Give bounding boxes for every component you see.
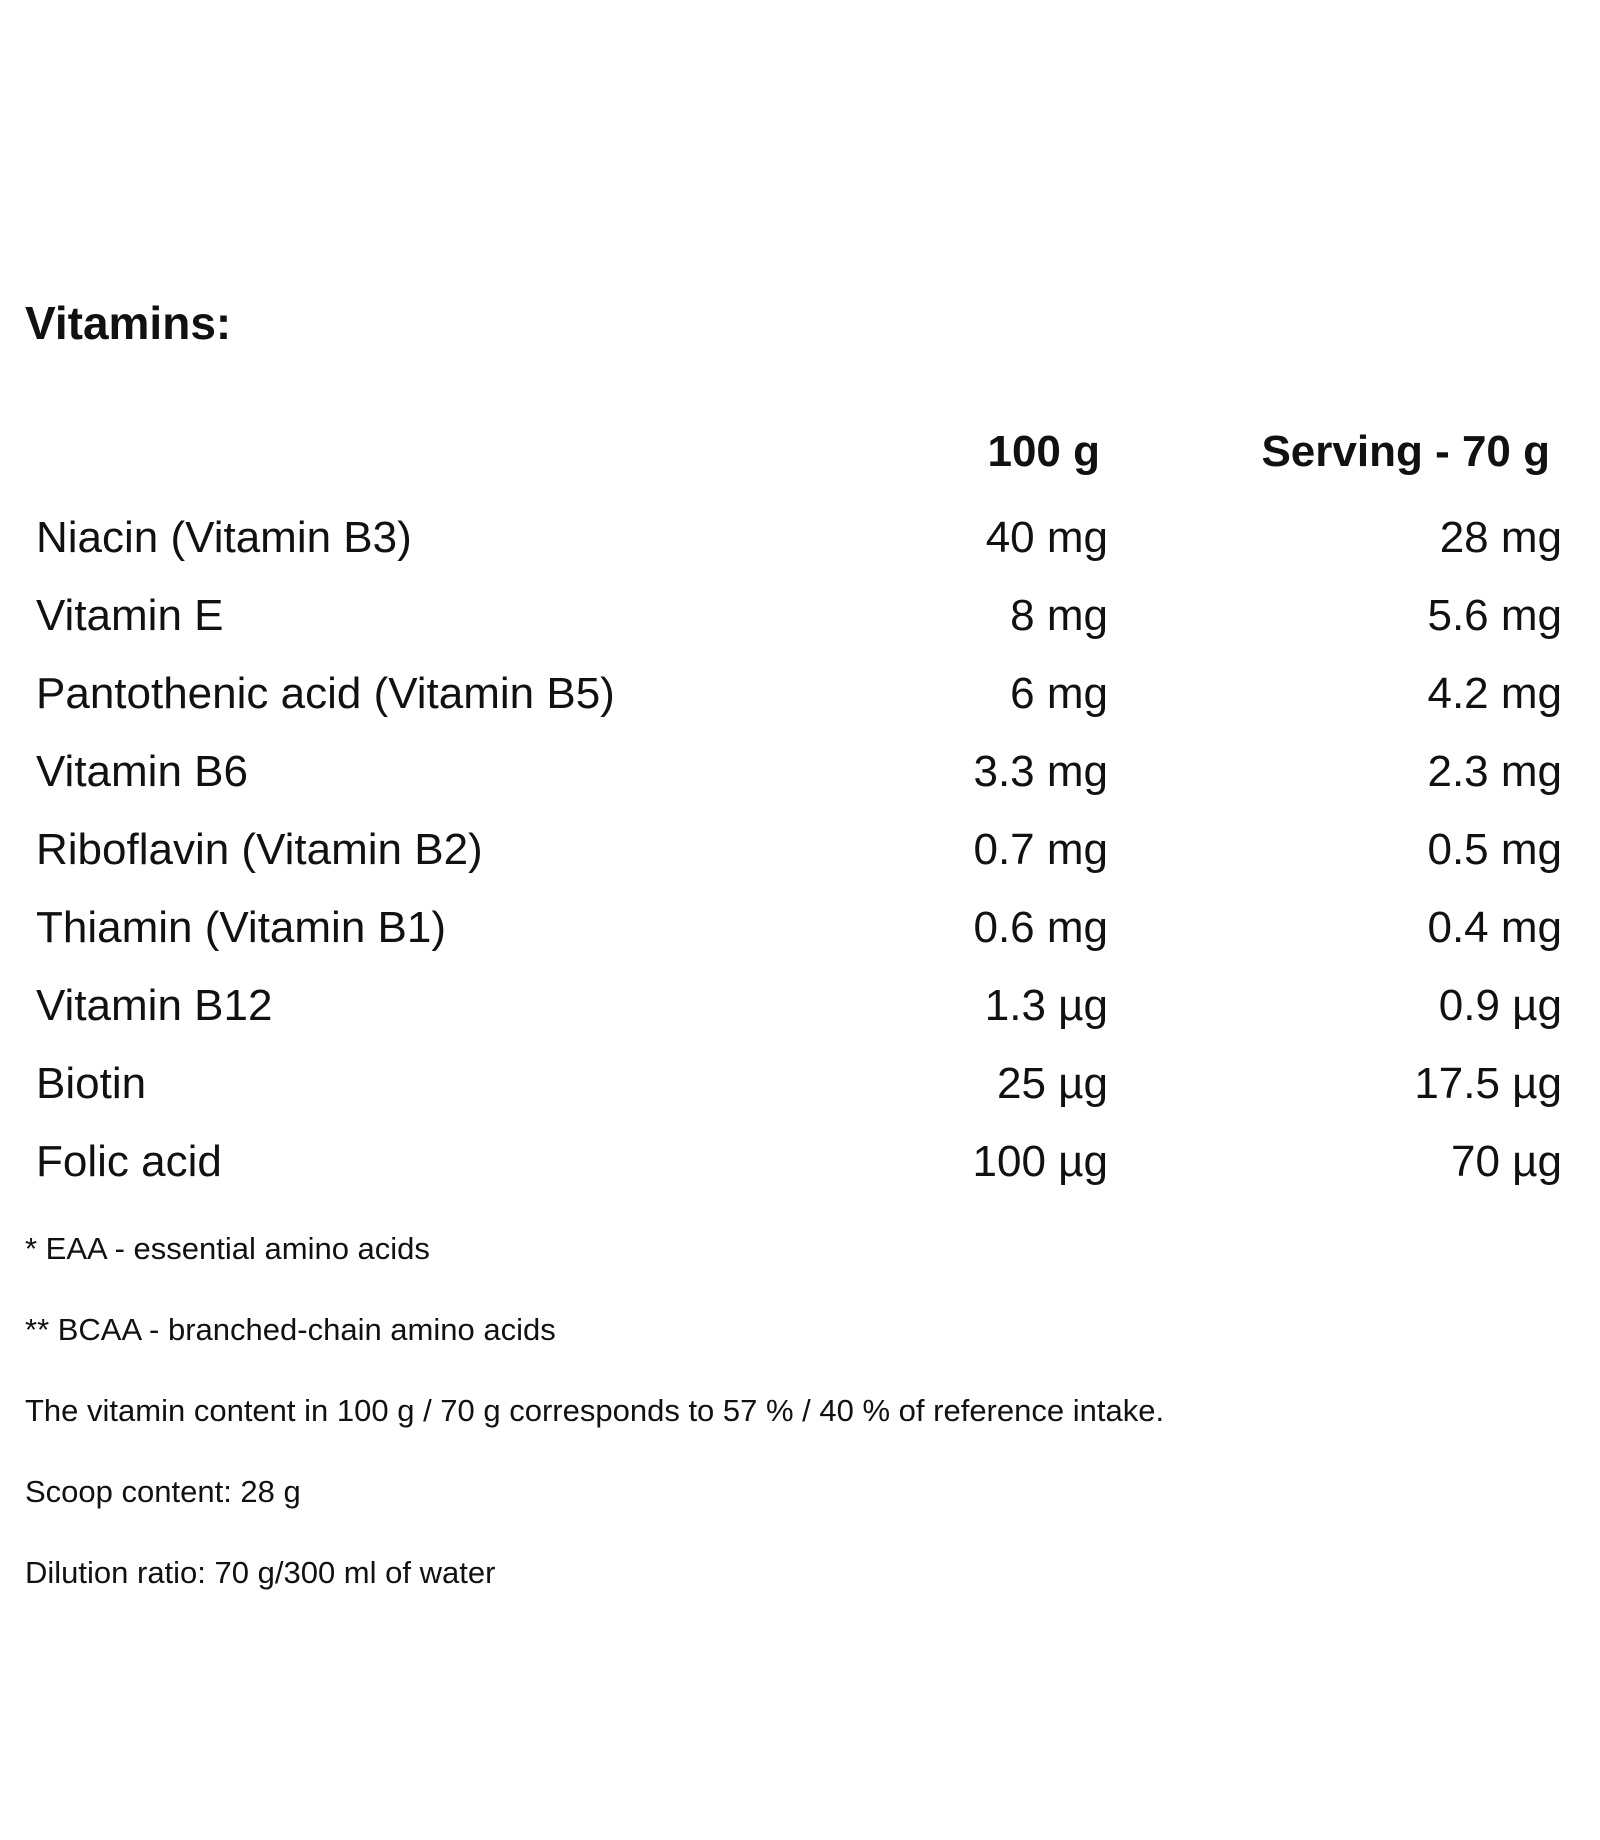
- value-per-100g: 3.3 mg: [973, 747, 1108, 796]
- value-per-100g: 6 mg: [1010, 669, 1108, 718]
- vitamin-name: Vitamin E: [36, 591, 224, 640]
- value-per-serving: 17.5 µg: [1414, 1059, 1562, 1108]
- footnotes: * EAA - essential amino acids ** BCAA - …: [25, 1233, 1164, 1638]
- table-row: Niacin (Vitamin B3) 40 mg 28 mg: [0, 508, 1600, 586]
- vitamin-name: Vitamin B6: [36, 747, 248, 796]
- vitamin-name: Vitamin B12: [36, 981, 273, 1030]
- table-row: Pantothenic acid (Vitamin B5) 6 mg 4.2 m…: [0, 664, 1600, 742]
- reference-intake-note: The vitamin content in 100 g / 70 g corr…: [25, 1393, 1165, 1428]
- value-per-serving: 2.3 mg: [1427, 747, 1562, 796]
- table-row: Vitamin E 8 mg 5.6 mg: [0, 586, 1600, 664]
- table-row: Biotin 25 µg 17.5 µg: [0, 1054, 1600, 1132]
- value-per-100g: 40 mg: [985, 513, 1108, 562]
- value-per-100g: 0.6 mg: [973, 903, 1108, 952]
- value-per-100g: 8 mg: [1010, 591, 1108, 640]
- vitamins-table: 100 g Serving - 70 g Niacin (Vitamin B3)…: [0, 430, 1600, 1210]
- vitamin-name: Niacin (Vitamin B3): [36, 513, 412, 562]
- value-per-100g: 0.7 mg: [973, 825, 1108, 874]
- table-row: Thiamin (Vitamin B1) 0.6 mg 0.4 mg: [0, 898, 1600, 976]
- dilution-ratio-note: Dilution ratio: 70 g/300 ml of water: [25, 1555, 496, 1590]
- table-row: Riboflavin (Vitamin B2) 0.7 mg 0.5 mg: [0, 820, 1600, 898]
- value-per-serving: 70 µg: [1451, 1137, 1562, 1186]
- column-header-100g: 100 g: [987, 427, 1100, 476]
- value-per-serving: 0.5 mg: [1427, 825, 1562, 874]
- value-per-serving: 28 mg: [1439, 513, 1562, 562]
- table-row: Vitamin B12 1.3 µg 0.9 µg: [0, 976, 1600, 1054]
- value-per-100g: 1.3 µg: [984, 981, 1108, 1030]
- vitamin-name: Folic acid: [36, 1137, 222, 1186]
- value-per-serving: 0.9 µg: [1438, 981, 1562, 1030]
- vitamin-name: Riboflavin (Vitamin B2): [36, 825, 483, 874]
- section-title: Vitamins:: [25, 297, 232, 349]
- vitamin-name: Pantothenic acid (Vitamin B5): [36, 669, 615, 718]
- vitamin-name: Thiamin (Vitamin B1): [36, 903, 446, 952]
- footnote-bcaa: ** BCAA - branched-chain amino acids: [25, 1312, 556, 1347]
- value-per-100g: 25 µg: [997, 1059, 1108, 1108]
- value-per-serving: 0.4 mg: [1427, 903, 1562, 952]
- table-row: Vitamin B6 3.3 mg 2.3 mg: [0, 742, 1600, 820]
- vitamin-name: Biotin: [36, 1059, 147, 1108]
- table-header: 100 g Serving - 70 g: [0, 430, 1600, 508]
- table-row: Folic acid 100 µg 70 µg: [0, 1132, 1600, 1210]
- value-per-100g: 100 µg: [972, 1137, 1108, 1186]
- scoop-content-note: Scoop content: 28 g: [25, 1474, 301, 1509]
- column-header-serving: Serving - 70 g: [1261, 427, 1550, 476]
- footnote-eaa: * EAA - essential amino acids: [25, 1231, 430, 1266]
- value-per-serving: 5.6 mg: [1427, 591, 1562, 640]
- value-per-serving: 4.2 mg: [1427, 669, 1562, 718]
